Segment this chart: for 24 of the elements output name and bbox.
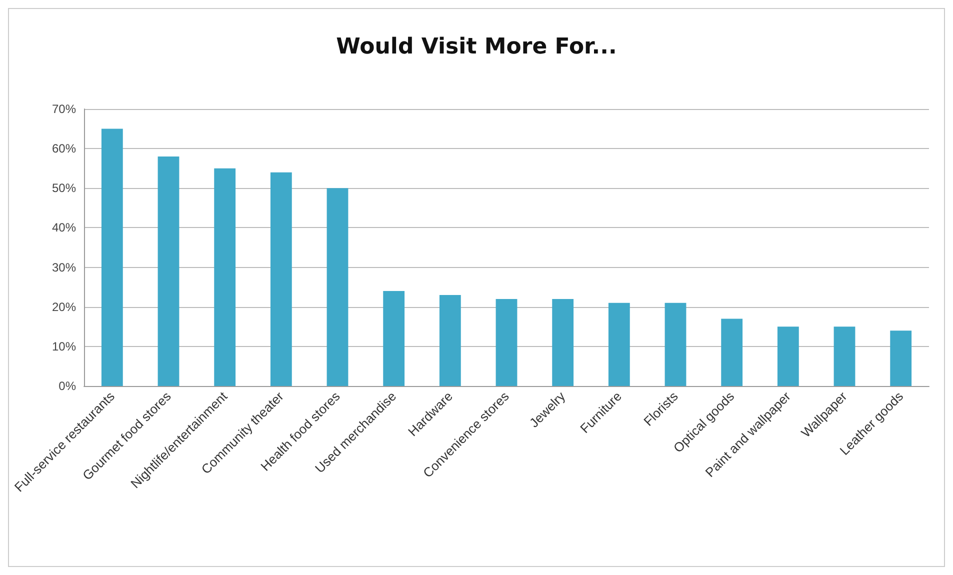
y-tick-label: 10% bbox=[52, 339, 76, 354]
y-tick-label: 30% bbox=[52, 260, 76, 274]
bar bbox=[608, 302, 630, 386]
bar bbox=[552, 298, 574, 386]
bar bbox=[721, 318, 743, 386]
bar bbox=[326, 188, 348, 386]
bar bbox=[834, 326, 856, 386]
chart-title: Would Visit More For... bbox=[336, 34, 617, 60]
y-tick-label: 0% bbox=[58, 379, 76, 393]
bar bbox=[270, 172, 292, 386]
y-tick-label: 40% bbox=[52, 220, 76, 235]
bar bbox=[890, 330, 912, 386]
bar bbox=[158, 156, 180, 386]
bar bbox=[214, 168, 236, 386]
bar bbox=[101, 128, 123, 386]
y-tick-label: 20% bbox=[52, 300, 76, 314]
y-tick-label: 50% bbox=[52, 181, 76, 196]
bar bbox=[664, 302, 686, 386]
bar bbox=[496, 298, 518, 386]
y-tick-label: 60% bbox=[52, 142, 76, 156]
bar bbox=[777, 326, 799, 386]
bar bbox=[439, 294, 461, 386]
bar bbox=[383, 291, 405, 386]
y-tick-label: 70% bbox=[52, 102, 76, 116]
